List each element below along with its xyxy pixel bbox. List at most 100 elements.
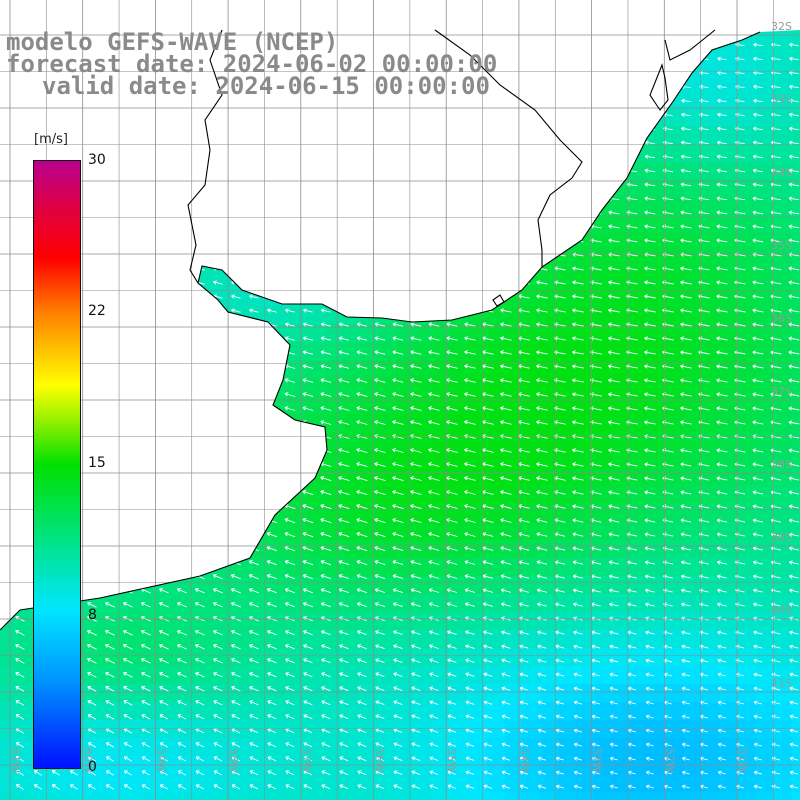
wind-arrow: [231, 644, 241, 650]
wind-arrow: [572, 84, 583, 89]
wind-arrow: [230, 168, 241, 173]
wind-arrow: [105, 448, 115, 454]
wind-arrow: [140, 378, 151, 383]
wind-arrow: [645, 714, 654, 719]
wind-arrow: [284, 574, 296, 580]
wind-arrow: [357, 742, 367, 748]
wind-arrow: [105, 770, 114, 776]
wind-arrow: [230, 154, 241, 159]
wind-arrow: [537, 658, 547, 663]
wind-arrow: [554, 126, 565, 131]
wind-arrow: [626, 112, 637, 117]
wind-arrow: [266, 420, 278, 425]
wind-arrow: [266, 224, 277, 229]
wind-arrow: [356, 406, 368, 411]
wind-arrow: [500, 42, 511, 47]
wind-arrow: [789, 112, 799, 117]
wind-arrow: [303, 266, 313, 271]
wind-arrow: [122, 126, 133, 131]
wind-arrow: [87, 518, 97, 524]
wind-arrow: [176, 364, 187, 369]
wind-arrow: [141, 686, 151, 692]
wind-arrow: [51, 770, 60, 776]
wind-arrow: [158, 238, 169, 243]
wind-arrow: [213, 672, 223, 678]
wind-arrow: [356, 224, 367, 229]
wind-arrow: [105, 350, 115, 355]
wind-arrow: [375, 756, 385, 762]
wind-arrow: [374, 168, 385, 173]
wind-arrow: [356, 210, 367, 215]
wind-arrow: [212, 588, 223, 594]
wind-arrow: [374, 42, 385, 47]
wind-arrow: [789, 658, 799, 663]
wind-arrow: [123, 322, 133, 327]
wind-arrow: [464, 504, 476, 509]
wind-arrow: [717, 686, 727, 691]
wind-arrow: [572, 574, 584, 579]
colorbar-unit: [m/s]: [34, 132, 68, 147]
wind-arrow: [428, 182, 439, 187]
wind-arrow: [14, 196, 25, 201]
wind-arrow: [446, 504, 458, 509]
wind-arrow: [410, 602, 421, 608]
wind-arrow: [15, 602, 25, 608]
wind-arrow: [15, 574, 25, 580]
wind-arrow: [753, 686, 763, 691]
wind-arrow: [411, 686, 421, 691]
wind-arrow: [429, 630, 439, 635]
wind-arrow: [609, 756, 618, 761]
wind-arrow: [410, 266, 422, 271]
wind-arrow: [788, 462, 800, 467]
wind-arrow: [356, 392, 368, 397]
wind-arrow: [356, 266, 367, 271]
wind-arrow: [482, 42, 493, 47]
wind-arrow: [194, 140, 205, 145]
wind-arrow: [680, 266, 692, 271]
wind-arrow: [33, 770, 42, 776]
wind-arrow: [320, 168, 331, 173]
wind-arrow: [681, 126, 691, 131]
wind-arrow: [213, 644, 223, 650]
wind-arrow: [788, 504, 799, 509]
wind-arrow: [176, 462, 187, 468]
wind-arrow: [140, 182, 151, 187]
wind-arrow: [446, 462, 458, 467]
wind-arrow: [609, 770, 618, 775]
wind-arrow: [86, 182, 97, 187]
wind-arrow: [285, 714, 295, 720]
wind-arrow: [321, 658, 331, 664]
wind-arrow: [644, 518, 656, 523]
wind-arrow: [717, 742, 726, 747]
wind-arrow: [716, 308, 728, 313]
wind-arrow: [285, 294, 295, 299]
wind-arrow: [428, 420, 440, 425]
wind-arrow: [500, 322, 512, 327]
wind-arrow: [338, 532, 350, 538]
wind-arrow: [177, 784, 187, 790]
wind-arrow: [464, 126, 475, 131]
wind-arrow: [554, 210, 566, 215]
wind-arrow: [104, 210, 115, 215]
wind-arrow: [68, 112, 79, 117]
wind-arrow: [249, 126, 259, 131]
wind-arrow: [176, 490, 187, 496]
wind-arrow: [51, 784, 60, 790]
wind-arrow: [392, 420, 404, 425]
wind-arrow: [482, 588, 494, 593]
wind-arrow: [554, 224, 566, 229]
wind-arrow: [194, 490, 206, 496]
wind-arrow: [249, 112, 259, 117]
wind-arrow: [357, 770, 367, 776]
wind-arrow: [392, 154, 403, 159]
wind-arrow: [681, 56, 691, 61]
wind-arrow: [231, 756, 241, 762]
wind-arrow: [140, 168, 151, 173]
wind-arrow: [555, 672, 565, 677]
wind-arrow: [393, 756, 403, 762]
wind-arrow: [645, 784, 654, 789]
wind-arrow: [195, 308, 205, 313]
wind-arrow: [87, 350, 97, 355]
wind-arrow: [195, 294, 205, 299]
